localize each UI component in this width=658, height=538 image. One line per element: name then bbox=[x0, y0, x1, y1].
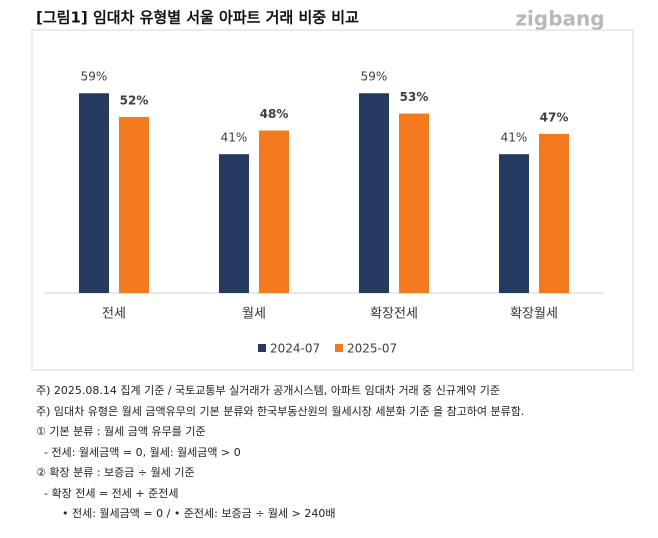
value-label: 53% bbox=[400, 90, 429, 104]
value-label: 48% bbox=[260, 107, 289, 121]
note: ① 기본 분류 : 월세 금액 유무를 기준 bbox=[36, 425, 206, 438]
value-label: 59% bbox=[361, 70, 388, 84]
legend-swatch bbox=[258, 344, 266, 352]
value-label: 52% bbox=[120, 93, 149, 107]
bar bbox=[359, 93, 389, 293]
bar bbox=[539, 133, 569, 293]
note: ② 확장 분류 : 보증금 ÷ 월세 기준 bbox=[36, 466, 195, 479]
bar bbox=[399, 113, 429, 293]
value-label: 41% bbox=[501, 131, 528, 145]
chart: [그림1] 임대차 유형별 서울 아파트 거래 비중 비교 zigbang 전세… bbox=[31, 7, 634, 371]
legend-label: 2024-07 bbox=[270, 342, 320, 356]
bar bbox=[499, 154, 529, 293]
note: 주) 임대차 유형은 월세 금액유무의 기본 분류와 한국부동산원의 월세시장 … bbox=[36, 404, 525, 418]
x-tick-label: 월세 bbox=[242, 307, 266, 322]
legend-label: 2025-07 bbox=[347, 342, 397, 356]
legend-swatch bbox=[335, 344, 343, 352]
value-label: 41% bbox=[221, 131, 248, 145]
notes: 주) 2025.08.14 집계 기준 / 국토교통부 실거래가 공개시스템, … bbox=[36, 381, 524, 525]
note: 주) 2025.08.14 집계 기준 / 국토교통부 실거래가 공개시스템, … bbox=[36, 384, 501, 397]
bar bbox=[119, 116, 149, 293]
chart-title: [그림1] 임대차 유형별 서울 아파트 거래 비중 비교 bbox=[36, 9, 359, 27]
bar bbox=[219, 154, 249, 293]
x-tick-label: 확장월세 bbox=[510, 307, 558, 322]
bar bbox=[79, 93, 109, 293]
note: • 전세: 월세금액 = 0 / • 준전세: 보증금 ÷ 월세 > 240배 bbox=[62, 507, 336, 520]
bar bbox=[259, 130, 289, 293]
x-tick-label: 확장전세 bbox=[370, 307, 418, 322]
x-tick-label: 전세 bbox=[102, 307, 126, 322]
logo: zigbang bbox=[515, 7, 604, 31]
value-label: 59% bbox=[81, 70, 108, 84]
value-label: 47% bbox=[540, 110, 569, 124]
note: - 전세: 월세금액 = 0, 월세: 월세금액 > 0 bbox=[44, 445, 241, 459]
chart-frame bbox=[31, 29, 634, 371]
note: - 확장 전세 = 전세 + 준전세 bbox=[44, 486, 179, 500]
